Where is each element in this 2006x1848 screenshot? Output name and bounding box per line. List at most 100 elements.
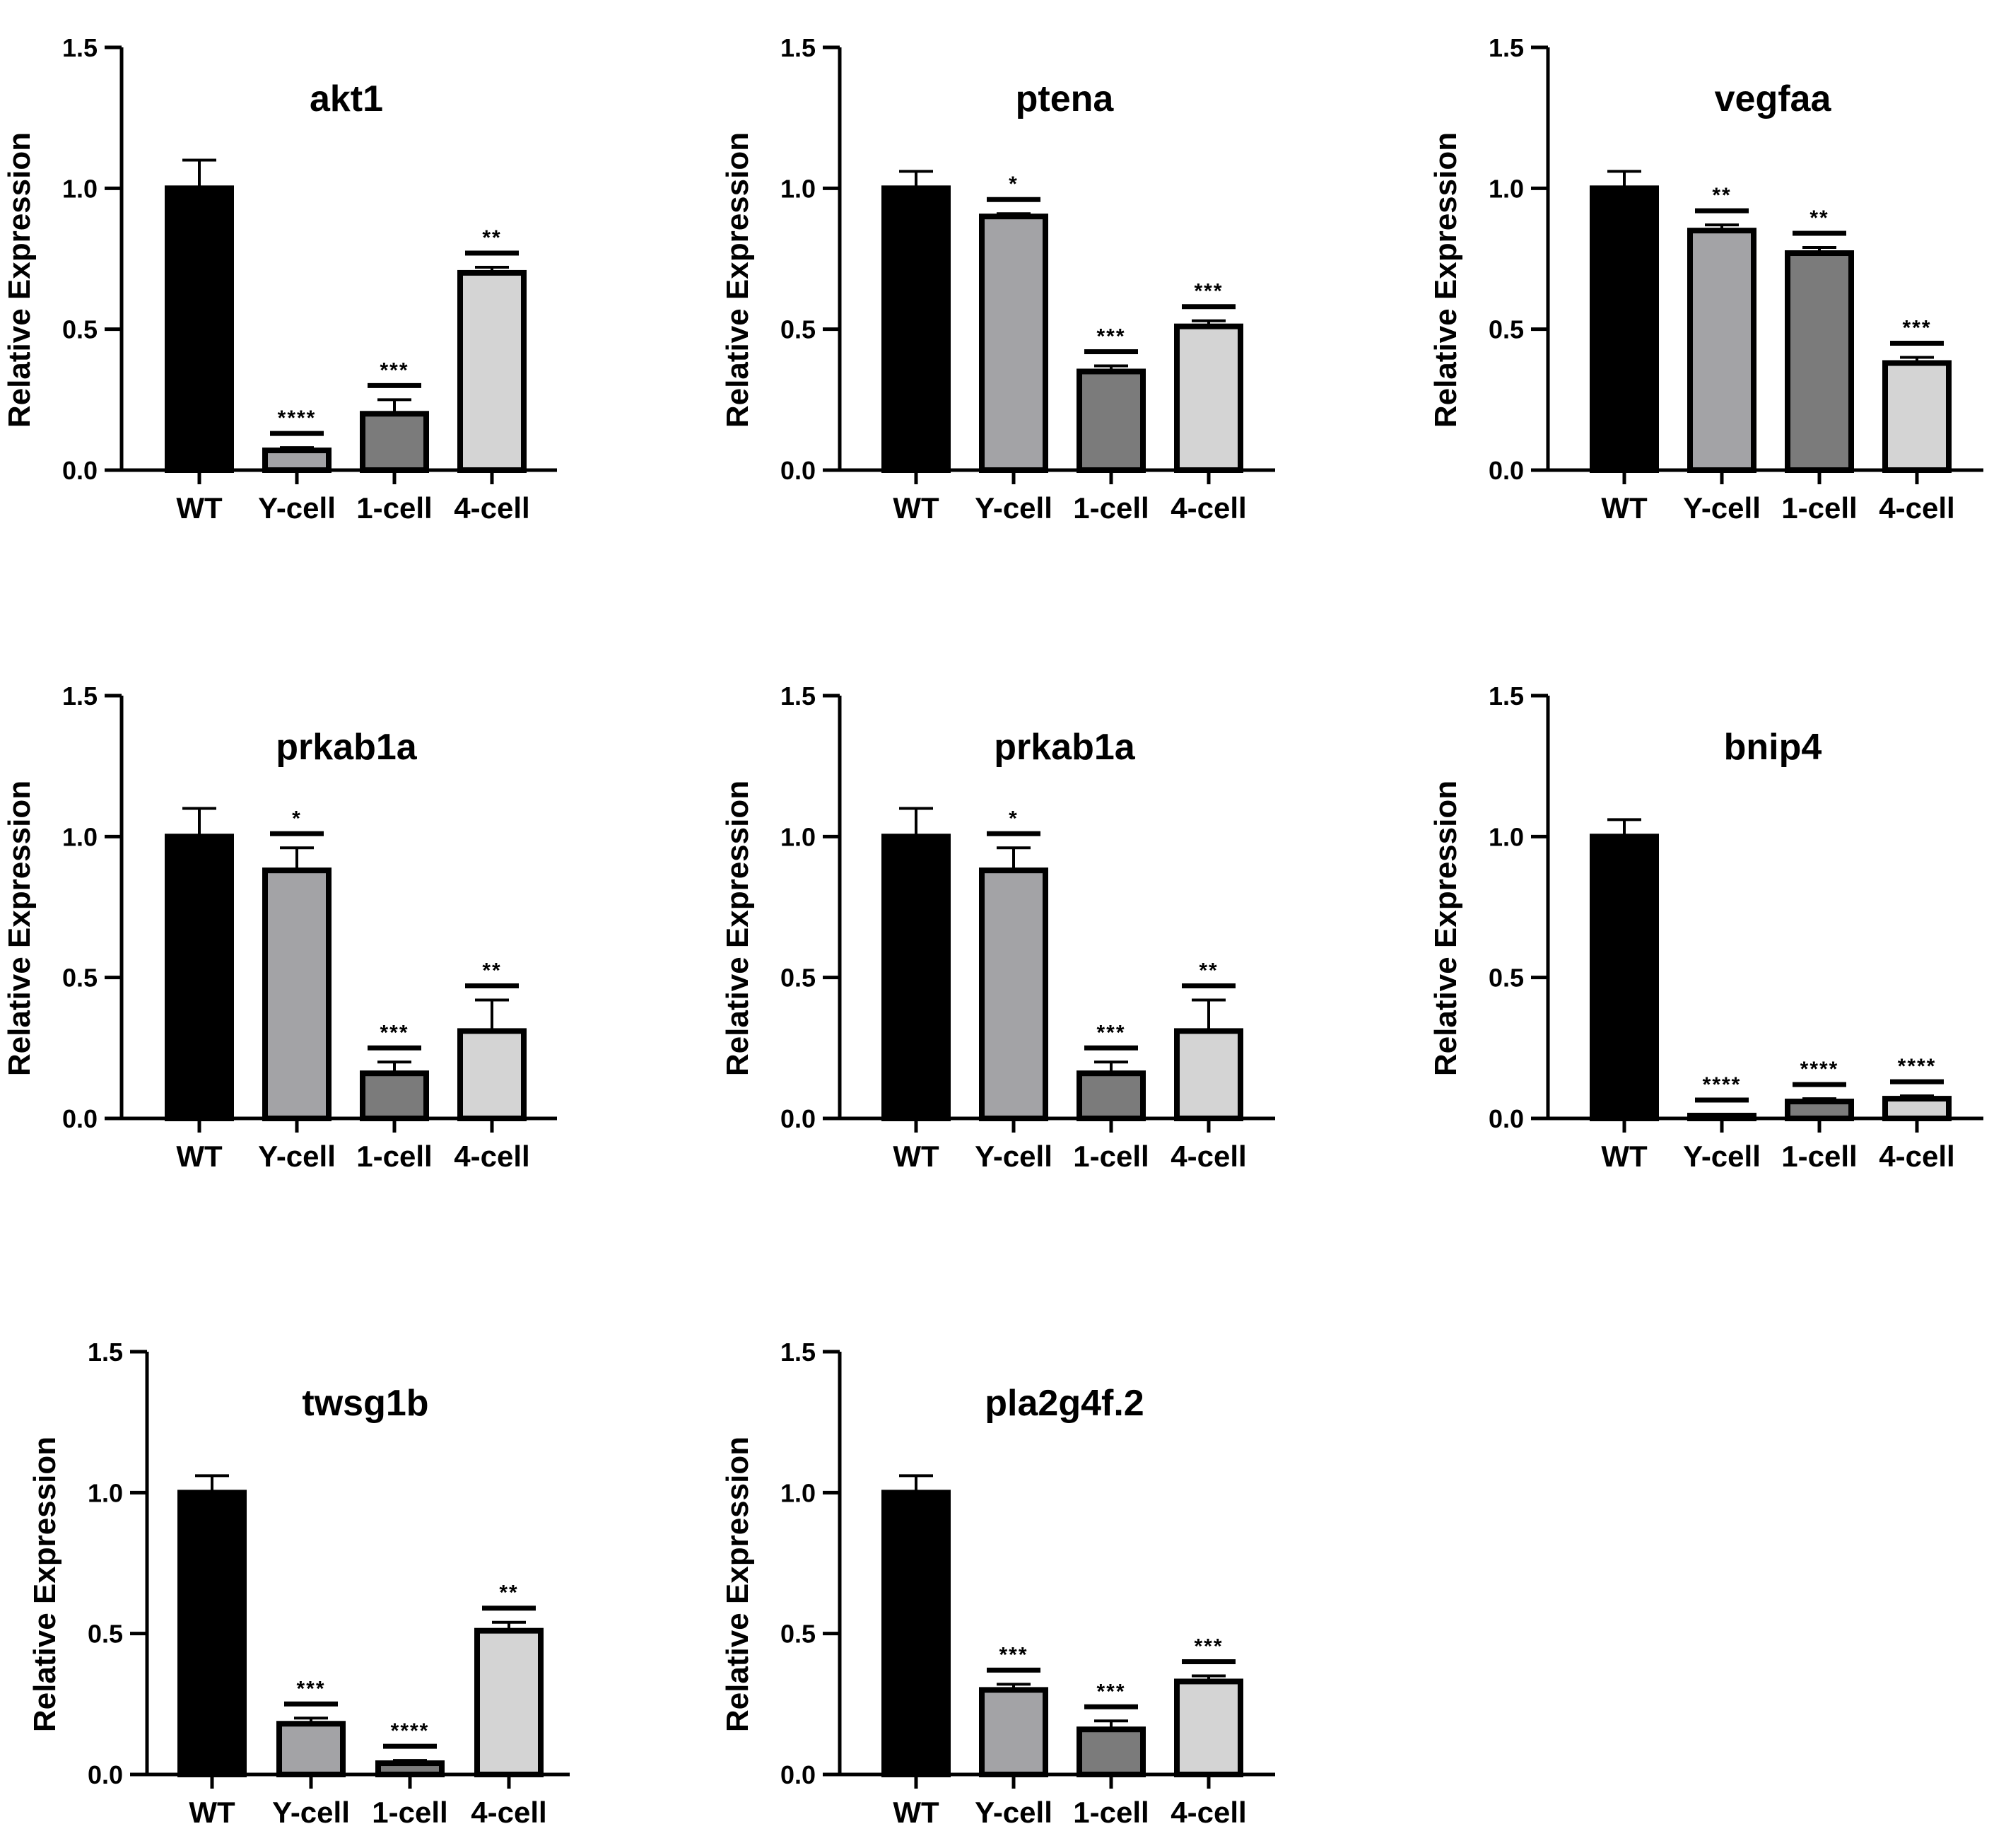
panel-title: twsg1b — [302, 1383, 428, 1424]
y-tick-label: 0.0 — [1489, 456, 1524, 485]
x-tick-label: WT — [176, 1140, 223, 1173]
y-tick-label: 1.5 — [780, 33, 816, 62]
bar-Y-cell — [979, 867, 1048, 1121]
x-tick-label: 1-cell — [1781, 491, 1857, 525]
significance-label: *** — [999, 1643, 1028, 1666]
bar-1-cell — [360, 411, 429, 473]
x-tick-label: Y-cell — [258, 491, 336, 525]
x-tick-label: WT — [176, 491, 223, 525]
y-axis-title: Relative Expression — [720, 1437, 755, 1732]
y-tick-label: 1.5 — [1489, 33, 1524, 62]
y-tick-label: 1.5 — [780, 682, 816, 710]
y-tick-label: 1.0 — [1489, 174, 1524, 203]
x-tick-label: Y-cell — [258, 1140, 336, 1173]
chart-panel-bnip4-6: 0.0 0.5 1.0 1.5 Relative Expression bnip4 WT Y-… — [1429, 682, 1983, 1173]
x-tick-label: 4-cell — [1171, 1796, 1246, 1829]
panel-title: bnip4 — [1724, 727, 1822, 768]
bar-Y-cell — [1687, 228, 1756, 473]
bar-4-cell — [474, 1627, 544, 1777]
x-tick-label: WT — [893, 491, 939, 525]
significance-label: ** — [1712, 184, 1731, 207]
panel-title: prkab1a — [994, 727, 1136, 768]
y-tick-label: 0.5 — [780, 315, 816, 344]
panel-title: pla2g4f.2 — [985, 1383, 1144, 1424]
significance-label: *** — [380, 1021, 409, 1044]
x-tick-label: 4-cell — [471, 1796, 546, 1829]
significance-label: **** — [1800, 1058, 1839, 1081]
bar-4-cell — [1174, 323, 1243, 473]
y-tick-label: 1.0 — [780, 1478, 816, 1507]
y-tick-label: 1.0 — [1489, 822, 1524, 851]
x-tick-label: WT — [893, 1796, 939, 1829]
y-tick-label: 0.5 — [62, 315, 98, 344]
bar-WT — [1590, 834, 1659, 1122]
significance-label: ** — [1199, 959, 1218, 983]
panel-title: prkab1a — [276, 727, 418, 768]
x-tick-label: Y-cell — [272, 1796, 350, 1829]
x-tick-label: 4-cell — [1171, 491, 1246, 525]
bar-WT — [1590, 185, 1659, 473]
bar-Y-cell — [1687, 1113, 1756, 1121]
x-tick-label: WT — [1601, 491, 1648, 525]
chart-panel-twsg1b-7: 0.0 0.5 1.0 1.5 Relative Expression twsg1b WT Y… — [28, 1338, 570, 1829]
x-tick-label: 4-cell — [1171, 1140, 1246, 1173]
significance-label: * — [1009, 172, 1019, 196]
y-tick-label: 1.5 — [780, 1338, 816, 1367]
significance-label: ** — [1809, 206, 1829, 230]
x-tick-label: 1-cell — [1781, 1140, 1857, 1173]
bar-4-cell — [1174, 1028, 1243, 1121]
x-tick-label: Y-cell — [975, 491, 1052, 525]
x-tick-label: 1-cell — [356, 1140, 432, 1173]
chart-panel-pla2g4f.2-8: 0.0 0.5 1.0 1.5 Relative Expression pla2g4f.2… — [720, 1338, 1275, 1829]
x-tick-label: WT — [1601, 1140, 1648, 1173]
bar-WT — [881, 185, 951, 473]
significance-label: **** — [1898, 1055, 1937, 1078]
panel-title: ptena — [1016, 78, 1115, 119]
y-tick-label: 0.0 — [780, 1104, 816, 1133]
y-axis-title: Relative Expression — [1429, 132, 1463, 428]
bar-WT — [881, 1490, 951, 1777]
x-tick-label: Y-cell — [975, 1796, 1052, 1829]
chart-panel-prkab1a-4: 0.0 0.5 1.0 1.5 Relative Expression prkab1a WT… — [2, 682, 557, 1173]
x-tick-label: 1-cell — [1073, 491, 1149, 525]
significance-label: *** — [1096, 324, 1125, 348]
x-tick-label: 4-cell — [1879, 1140, 1954, 1173]
y-axis-title: Relative Expression — [1429, 780, 1463, 1076]
bar-WT — [881, 834, 951, 1122]
y-tick-label: 0.5 — [88, 1620, 123, 1649]
bar-Y-cell — [979, 1687, 1048, 1777]
significance-label: *** — [1096, 1021, 1125, 1044]
y-axis-title: Relative Expression — [720, 132, 755, 428]
bar-WT — [165, 185, 234, 473]
bar-1-cell — [1077, 1070, 1146, 1122]
x-tick-label: Y-cell — [975, 1140, 1052, 1173]
bar-4-cell — [1174, 1678, 1243, 1777]
y-tick-label: 1.5 — [88, 1338, 123, 1367]
bar-4-cell — [457, 1028, 527, 1121]
y-tick-label: 1.5 — [1489, 682, 1524, 710]
y-tick-label: 0.5 — [62, 964, 98, 993]
bar-1-cell — [1077, 368, 1146, 474]
y-tick-label: 0.5 — [780, 964, 816, 993]
y-tick-label: 1.0 — [780, 822, 816, 851]
y-tick-label: 1.0 — [62, 174, 98, 203]
x-tick-label: Y-cell — [1683, 1140, 1761, 1173]
bar-4-cell — [1882, 360, 1952, 473]
bar-1-cell — [375, 1760, 445, 1777]
y-tick-label: 0.0 — [62, 456, 98, 485]
significance-label: * — [1009, 807, 1019, 830]
y-tick-label: 0.0 — [62, 1104, 98, 1133]
significance-label: **** — [1703, 1073, 1742, 1096]
significance-label: *** — [1194, 1634, 1223, 1658]
x-tick-label: 1-cell — [1073, 1796, 1149, 1829]
y-tick-label: 0.5 — [1489, 964, 1524, 993]
bar-1-cell — [1077, 1726, 1146, 1778]
y-tick-label: 0.0 — [780, 456, 816, 485]
bar-1-cell — [1785, 1099, 1854, 1121]
bar-Y-cell — [979, 214, 1048, 473]
bar-WT — [165, 834, 234, 1122]
y-tick-label: 1.0 — [62, 822, 98, 851]
x-tick-label: 1-cell — [1073, 1140, 1149, 1173]
y-axis-title: Relative Expression — [720, 780, 755, 1076]
